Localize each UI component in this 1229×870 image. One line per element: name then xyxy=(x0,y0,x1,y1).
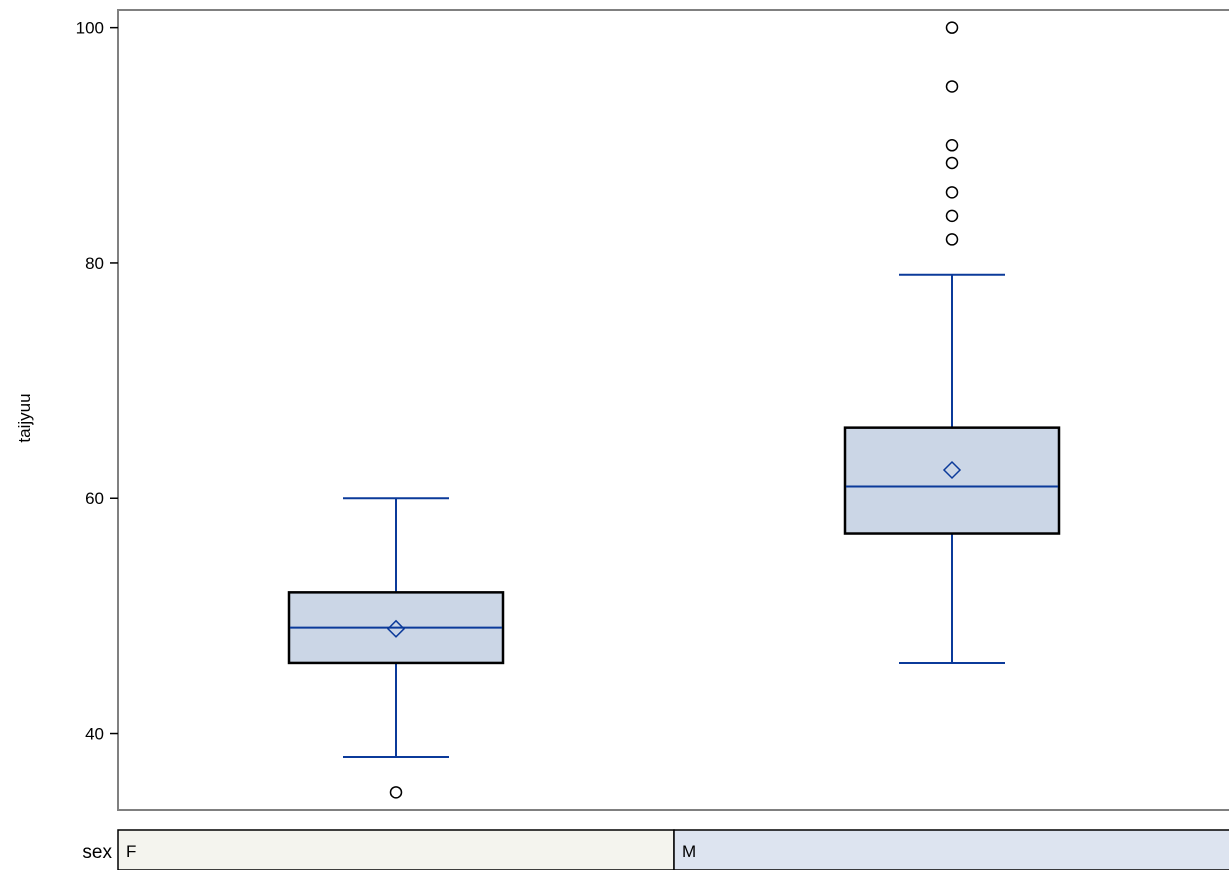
iqr-box xyxy=(843,426,1061,535)
outlier-point xyxy=(945,21,959,34)
outlier-point xyxy=(945,156,959,170)
y-axis: 40 60 80 100 xyxy=(76,19,118,744)
y-tick-label: 80 xyxy=(85,254,104,273)
plot-frame xyxy=(117,9,1229,811)
boxes xyxy=(287,21,1061,799)
outlier-point xyxy=(389,786,403,799)
y-tick-label: 60 xyxy=(85,489,104,508)
outlier-point xyxy=(945,209,959,223)
outlier-point xyxy=(945,233,959,246)
outlier-point xyxy=(945,186,959,199)
class-cell-label: M xyxy=(682,842,696,861)
y-tick-label: 40 xyxy=(85,725,104,744)
outlier-point xyxy=(945,139,959,152)
mean-marker xyxy=(386,619,406,638)
box-group-F xyxy=(287,497,505,799)
class-cell-M xyxy=(673,829,1229,870)
y-tick-label: 100 xyxy=(76,19,104,38)
box-group-M xyxy=(843,21,1061,664)
mean-marker xyxy=(942,460,962,480)
outlier-point xyxy=(945,80,959,93)
class-cell-label: F xyxy=(126,842,136,861)
class-cell-F xyxy=(117,829,675,870)
class-variable-label: sex xyxy=(82,842,112,863)
y-axis-title: taijyuu xyxy=(15,393,34,442)
class-level-table: sex F M xyxy=(82,829,1229,870)
